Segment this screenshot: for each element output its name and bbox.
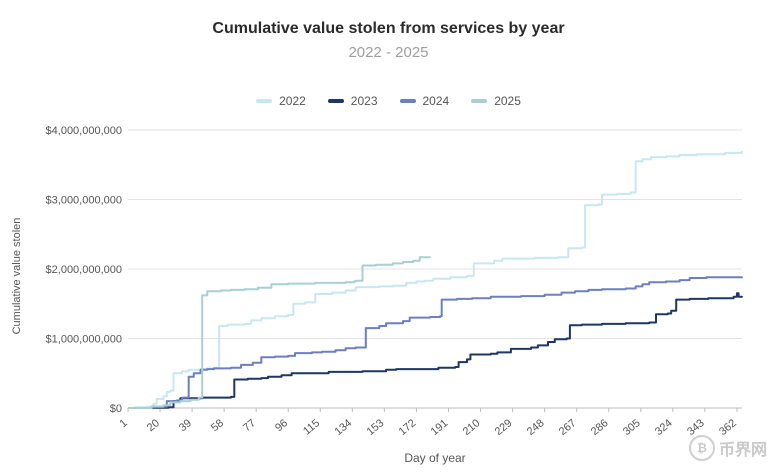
x-tick-label: 39 <box>177 417 194 434</box>
x-tick-label: 324 <box>653 417 675 438</box>
chart-subtitle: 2022 - 2025 <box>348 44 429 61</box>
watermark-text: 币界网 <box>718 442 767 459</box>
x-tick-label: 229 <box>493 417 515 438</box>
legend-swatch-2022 <box>256 99 273 103</box>
legend-item-2024[interactable]: 2024 <box>399 94 450 108</box>
chart-legend: 2022 2023 2024 2025 <box>0 94 777 108</box>
x-tick-label: 172 <box>397 417 419 438</box>
legend-item-2025[interactable]: 2025 <box>471 94 521 108</box>
legend-swatch-2025 <box>471 99 488 103</box>
x-tick-label: 20 <box>145 417 162 434</box>
y-tick-label: $0 <box>110 403 122 415</box>
y-tick-label: $4,000,000,000 <box>46 125 122 137</box>
legend-swatch-2024 <box>399 99 416 103</box>
legend-label-2024: 2024 <box>422 94 450 108</box>
x-tick-label: 210 <box>461 417 483 438</box>
series-line-2025 <box>128 256 431 409</box>
legend-item-2023[interactable]: 2023 <box>327 94 378 108</box>
y-tick-label: $2,000,000,000 <box>46 264 122 276</box>
series-line-2023 <box>128 292 743 409</box>
bitcoin-icon: ₿ <box>688 435 715 461</box>
x-tick-label: 134 <box>332 417 354 438</box>
x-tick-label: 153 <box>365 417 387 438</box>
x-tick-label: 96 <box>273 417 290 434</box>
legend-swatch-2023 <box>327 99 344 103</box>
series-line-2022 <box>128 150 743 409</box>
y-axis-ticks: $0 $1,000,000,000 $2,000,000,000 $3,000,000… <box>46 125 122 415</box>
chart-title: Cumulative value stolen from services by… <box>212 20 565 37</box>
x-tick-label: 248 <box>525 417 547 438</box>
x-tick-label: 286 <box>589 417 611 438</box>
x-axis-ticks: 1 20 39 58 77 96 115 134 153 172 191 210 229 248 267 28… <box>118 408 739 438</box>
x-tick-label: 115 <box>301 417 322 437</box>
series-line-2024 <box>128 276 743 409</box>
x-tick-label: 267 <box>557 417 579 438</box>
legend-item-2022[interactable]: 2022 <box>256 94 306 108</box>
watermark: ₿ 币界网 <box>688 435 767 461</box>
x-axis-label: Day of year <box>404 451 465 465</box>
gridlines <box>128 129 742 409</box>
legend-label-2022: 2022 <box>279 94 306 108</box>
x-tick-label: 77 <box>241 417 258 434</box>
x-tick-label: 1 <box>118 417 130 430</box>
legend-label-2023: 2023 <box>350 94 378 108</box>
x-tick-label: 191 <box>429 417 451 438</box>
legend-label-2025: 2025 <box>494 94 521 108</box>
y-axis-label: Cumulative value stolen <box>11 218 23 335</box>
y-tick-label: $3,000,000,000 <box>46 195 122 207</box>
y-tick-label: $1,000,000,000 <box>46 334 122 346</box>
x-tick-label: 58 <box>209 417 226 434</box>
x-tick-label: 305 <box>621 417 643 438</box>
series-lines <box>128 150 743 409</box>
